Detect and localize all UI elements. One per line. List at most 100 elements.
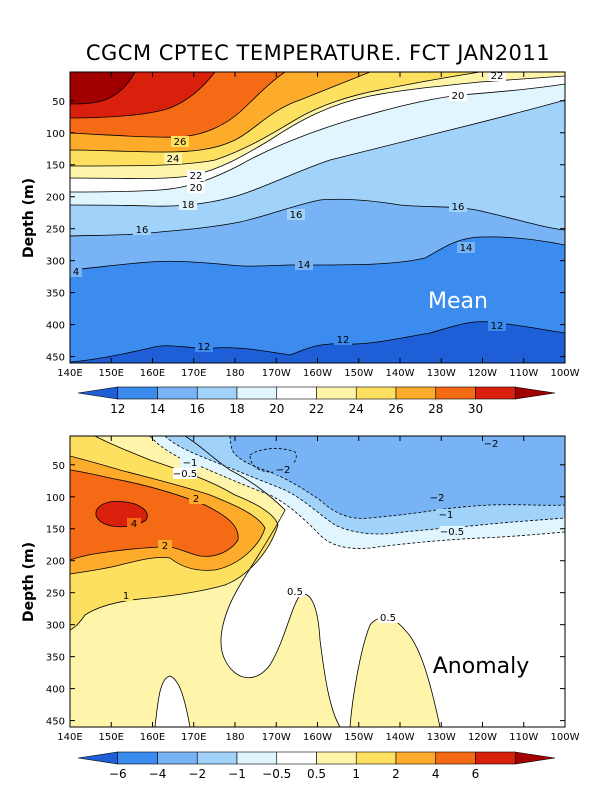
contour-label: 26 [171,136,189,148]
colorbar-end-right [514,751,556,765]
svg-text:22: 22 [491,71,504,82]
contour-label: 4 [127,518,141,530]
colorbar-label: −0.5 [262,767,291,781]
anomaly-y-axis-label: Depth (m) [21,542,37,622]
mean-y-axis-label: Depth (m) [21,178,37,258]
contour-label: 12 [334,334,352,346]
x-tick-label: 150E [99,732,124,743]
y-tick-label: 150 [46,525,65,536]
anomaly-band-neg2 [230,436,565,519]
svg-text:18: 18 [182,200,195,211]
svg-text:16: 16 [290,210,303,221]
mean-contours [70,72,565,363]
colorbar-swatch [475,386,516,400]
colorbar-swatch [117,386,158,400]
x-tick-label: 150E [99,368,124,379]
anomaly-panel-label: Anomaly [433,654,530,679]
chart-title: CGCM CPTEC TEMPERATURE. FCT JAN2011 [86,41,550,65]
contour-label: 12 [195,341,213,353]
contour-label: −1 [180,457,200,469]
x-tick-label: 170W [262,732,291,743]
y-tick-label: 50 [52,461,65,472]
colorbar-swatch [276,386,317,400]
x-tick-label: 170W [262,368,291,379]
colorbar-end-left [77,386,119,400]
contour-label: 16 [449,201,467,213]
x-tick-label: 110W [509,732,538,743]
mean-colorbar: 12 14 16 18 20 22 24 26 28 30 [77,386,556,416]
colorbar-label: 2 [392,767,400,781]
anomaly-x-axis: 140E 150E 160E 170E 180 170W 160W 150W 140W 130W 1… [57,436,580,743]
mean-x-axis: 140E 150E 160E 170E 180 170W 160W 150W 140W 130W 1… [57,72,580,379]
colorbar-swatch [157,386,198,400]
y-tick-label: 100 [46,493,65,504]
x-tick-label: 130W [427,368,456,379]
x-tick-label: 130W [427,732,456,743]
x-tick-label: 160W [303,368,332,379]
x-tick-label: 120W [468,368,497,379]
contour-label: 18 [179,199,197,211]
colorbar-label: 1 [352,767,360,781]
contour-label: −2 [481,438,501,450]
svg-text:−0.5: −0.5 [173,469,197,480]
svg-text:1: 1 [123,591,129,602]
svg-text:14: 14 [298,260,311,271]
x-tick-label: 170E [181,368,206,379]
colorbar-label: −4 [149,767,167,781]
contour-label: 2 [158,540,172,552]
colorbar-swatch [236,751,278,765]
x-tick-label: 160E [140,732,165,743]
svg-text:−1: −1 [439,510,454,521]
svg-text:0.5: 0.5 [287,587,303,598]
contour-label: −2 [273,464,293,476]
svg-text:−2: −2 [484,439,499,450]
colorbar-swatch [355,751,397,765]
contour-label: 4 [70,266,82,278]
y-tick-label: 300 [46,621,65,632]
mean-field [70,72,565,363]
anomaly-band-4 [70,470,239,560]
contour-label: 16 [287,209,305,221]
contour-label: 22 [187,170,205,182]
contour-label: −0.5 [173,468,197,480]
anomaly-panel: −2 −1 −0.5 −2 −2 −2 −1 −0.5 2 4 2 1 0.5 … [21,435,580,781]
x-tick-label: 160W [303,732,332,743]
svg-text:4: 4 [73,267,79,278]
colorbar-label: 28 [428,402,443,416]
contour-label: 22 [488,70,506,82]
svg-text:20: 20 [190,183,203,194]
svg-text:20: 20 [452,91,465,102]
x-tick-label: 170E [181,732,206,743]
svg-text:24: 24 [167,154,180,165]
y-tick-label: 300 [46,257,65,268]
contour-label: 14 [457,242,475,254]
colorbar-label: 20 [269,402,284,416]
colorbar-swatch [117,751,158,765]
x-tick-label: 150W [344,368,373,379]
x-tick-label: 140W [386,368,415,379]
x-tick-label: 140W [386,732,415,743]
svg-text:2: 2 [193,494,199,505]
contour-label: −1 [436,509,456,521]
svg-text:26: 26 [174,137,187,148]
contour-label: 20 [187,182,205,194]
mean-panel-label: Mean [428,289,488,314]
colorbar-swatch [157,751,198,765]
colorbar-swatch [196,751,238,765]
anomaly-y-axis: 50 100 150 200 250 300 350 400 450 [46,461,565,728]
colorbar-label: 4 [432,767,440,781]
anomaly-contour-labels: −2 −1 −0.5 −2 −2 −2 −1 −0.5 2 4 2 1 0.5 … [119,438,501,624]
anomaly-field [70,436,565,727]
colorbar-end-right [514,386,556,400]
y-tick-label: 400 [46,685,65,696]
contour-label: 2 [189,493,203,505]
colorbar-swatch [475,751,516,765]
colorbar-label: 30 [468,402,483,416]
y-tick-label: 250 [46,589,65,600]
x-tick-label: 100W [551,368,580,379]
contour-label: 0.5 [285,586,305,598]
anomaly-contours [70,436,441,727]
colorbar-label: 6 [472,767,480,781]
svg-text:−2: −2 [430,493,445,504]
